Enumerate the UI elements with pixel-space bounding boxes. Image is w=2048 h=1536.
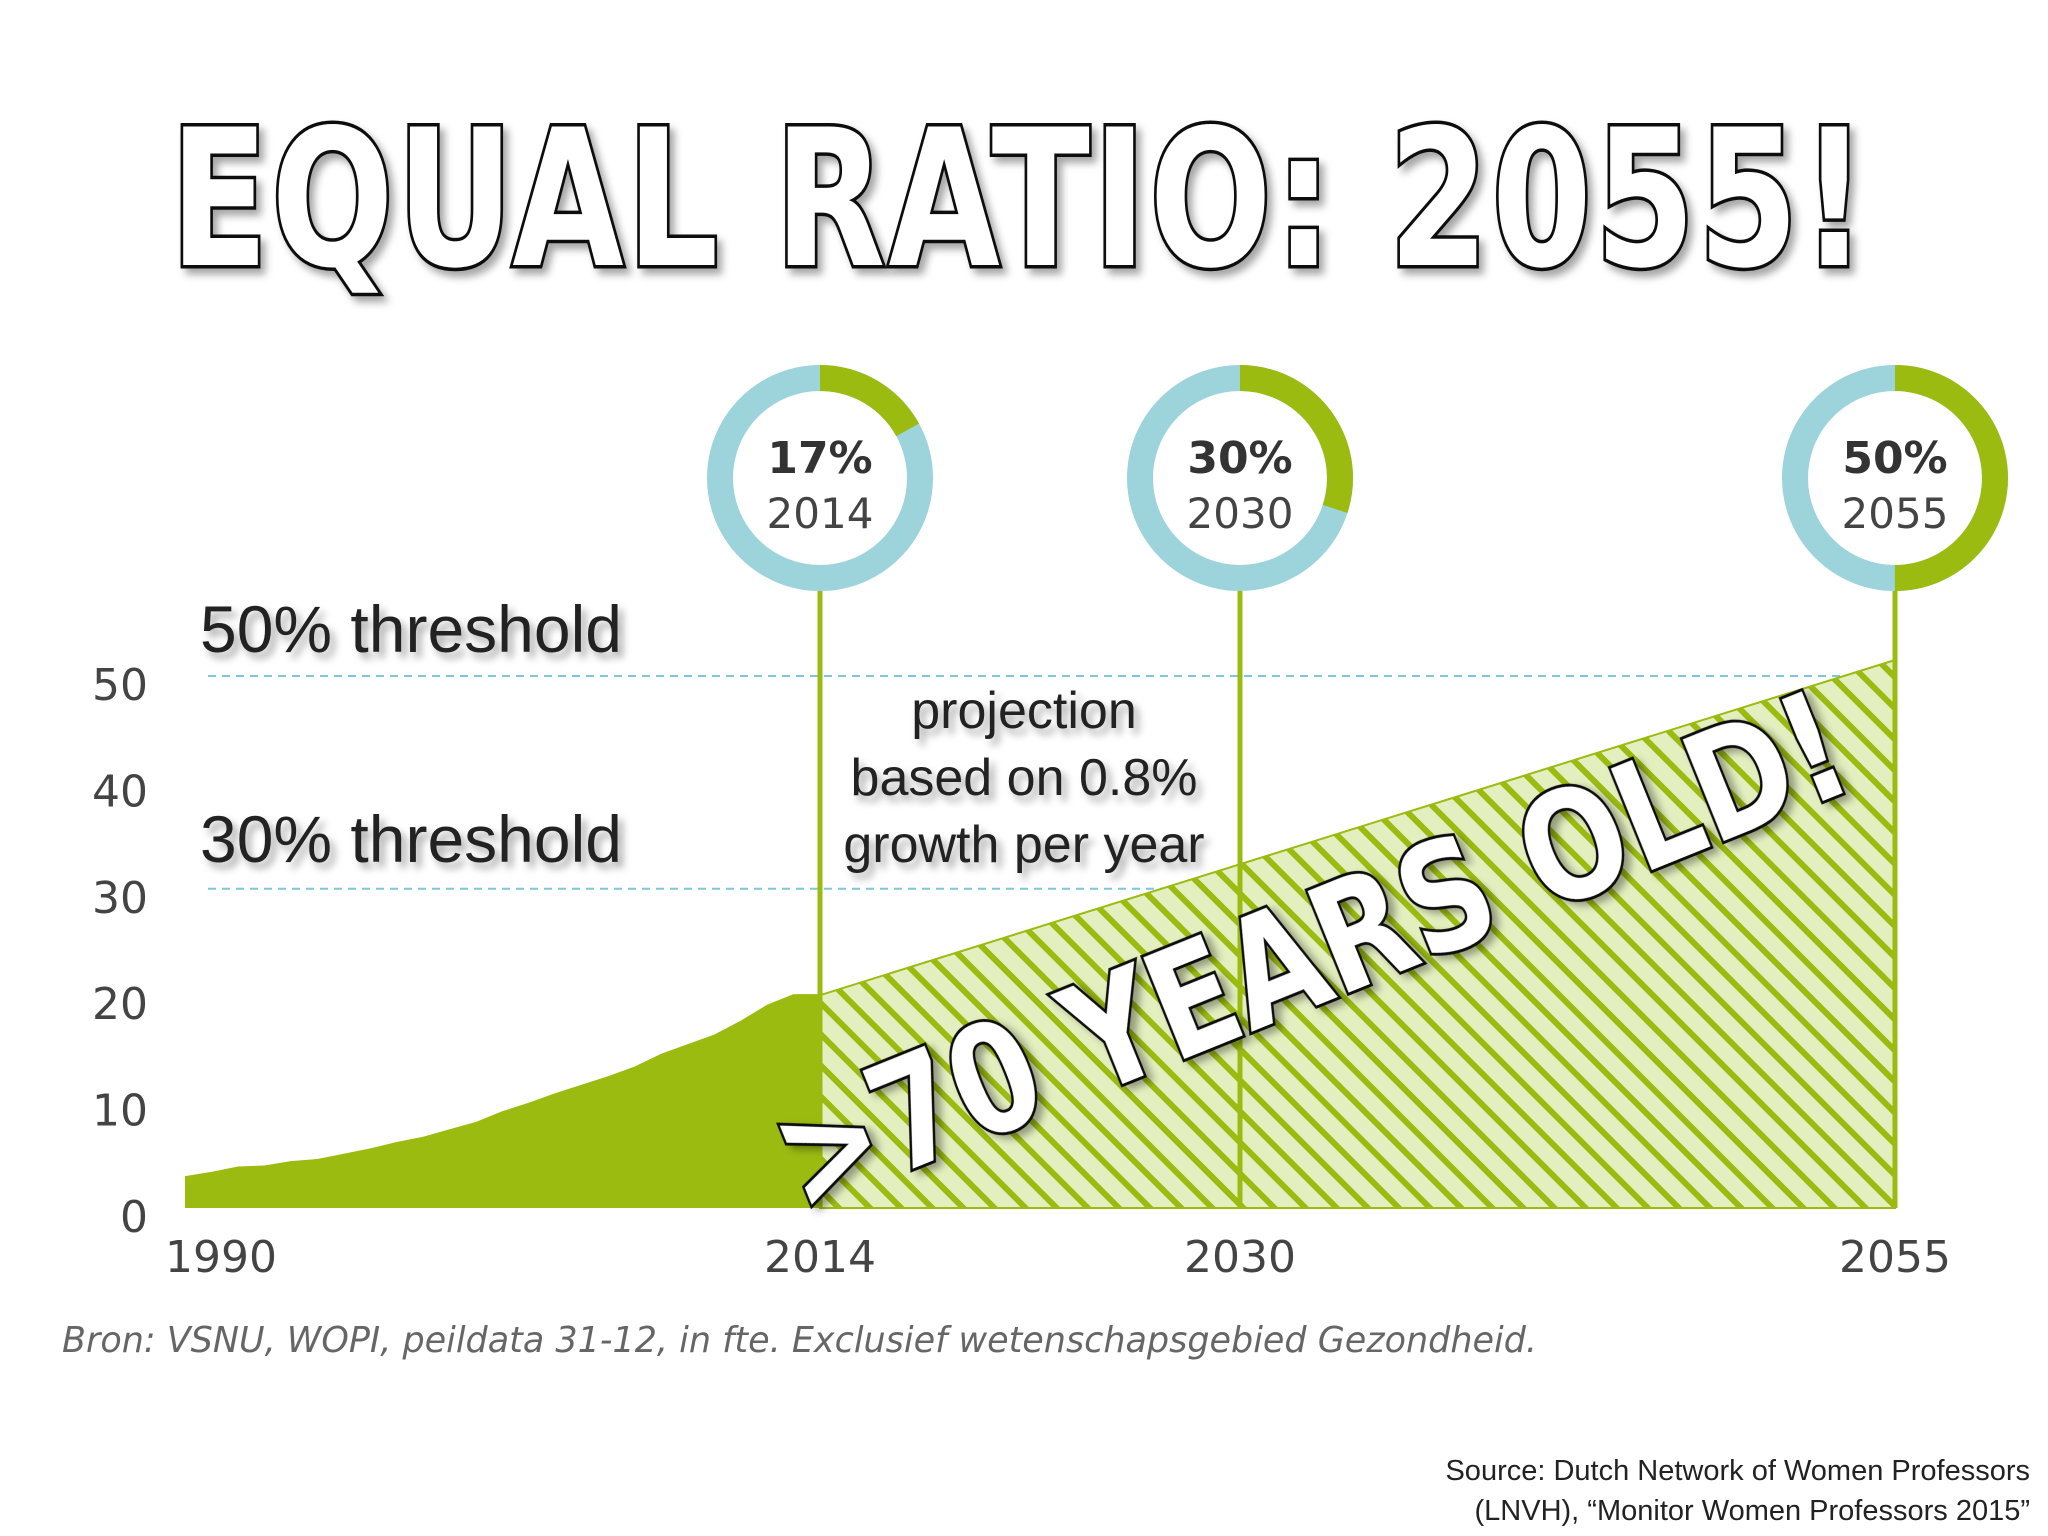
- x-tick-label: 1990: [165, 1232, 277, 1283]
- source-line-1: Source: Dutch Network of Women Professor…: [1445, 1455, 2030, 1487]
- projection-note-line-3: growth per year: [843, 816, 1204, 874]
- ring-year-label: 2014: [767, 489, 874, 538]
- y-tick-label: 20: [92, 979, 148, 1030]
- x-tick-label: 2055: [1839, 1232, 1951, 1283]
- x-tick-label: 2030: [1184, 1232, 1296, 1283]
- ring-percent-label: 50%: [1842, 433, 1947, 484]
- y-tick-label: 40: [92, 766, 148, 817]
- milestone-ring-2014: 17% 2014: [707, 365, 933, 591]
- y-tick-label: 0: [120, 1192, 148, 1243]
- projection-note-line-2: based on 0.8%: [851, 749, 1198, 807]
- milestone-ring-2055: 50% 2055: [1782, 365, 2008, 591]
- ring-percent-label: 17%: [767, 433, 872, 484]
- chart-footnote: Bron: VSNU, WOPI, peildata 31-12, in fte…: [62, 1320, 1537, 1361]
- y-tick-label: 30: [92, 873, 148, 924]
- ring-progress: [707, 365, 933, 591]
- ring-progress: [1127, 365, 1353, 591]
- ring-percent-label: 30%: [1187, 433, 1292, 484]
- source-line-2: (LNVH), “Monitor Women Professors 2015”: [1475, 1495, 2030, 1527]
- projection-note-line-1: projection: [911, 682, 1136, 740]
- threshold-30-label: 30% threshold: [200, 802, 622, 876]
- y-tick-label: 50: [92, 660, 148, 711]
- ring-year-label: 2030: [1187, 489, 1294, 538]
- x-tick-label: 2014: [764, 1232, 876, 1283]
- ring-progress: [1782, 365, 2008, 591]
- historical-area: [185, 994, 820, 1208]
- headline-title: EQUAL RATIO: 2055!: [170, 89, 1870, 310]
- milestone-ring-2030: 30% 2030: [1127, 365, 1353, 591]
- y-tick-label: 10: [92, 1086, 148, 1137]
- ring-year-label: 2055: [1842, 489, 1949, 538]
- threshold-50-label: 50% threshold: [200, 592, 622, 666]
